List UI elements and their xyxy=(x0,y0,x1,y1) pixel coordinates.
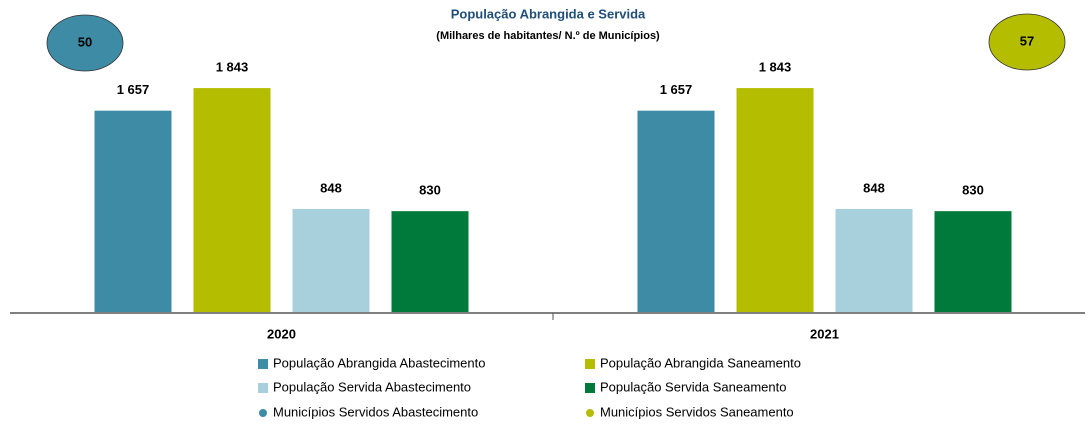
legend-label: Municípios Servidos Saneamento xyxy=(600,404,794,419)
legend-swatch xyxy=(259,409,267,417)
bar xyxy=(292,208,370,312)
marker-label: 50 xyxy=(78,34,92,49)
legend-label: Municípios Servidos Abastecimento xyxy=(273,404,478,419)
legend-swatch xyxy=(585,359,595,369)
bar xyxy=(934,211,1012,312)
data-label: 830 xyxy=(962,183,984,198)
marker-label: 57 xyxy=(1020,33,1034,48)
legend-swatch xyxy=(586,409,594,417)
legend-swatch xyxy=(585,383,595,393)
legend-label: População Servida Abastecimento xyxy=(273,379,471,394)
legend-label: População Abrangida Abastecimento xyxy=(273,355,486,370)
legend-swatch xyxy=(258,359,268,369)
data-label: 1 657 xyxy=(660,82,693,97)
bar xyxy=(637,110,715,312)
bar xyxy=(193,88,271,312)
data-label: 1 657 xyxy=(117,82,150,97)
x-tick-label: 2021 xyxy=(810,326,839,341)
chart-subtitle: (Milhares de habitantes/ N.º de Municípi… xyxy=(436,30,660,42)
chart-title: População Abrangida e Servida xyxy=(451,6,646,21)
marker-bubble xyxy=(988,13,1066,71)
bar xyxy=(835,208,913,312)
data-label: 848 xyxy=(320,180,342,195)
bar xyxy=(94,110,172,312)
data-label: 848 xyxy=(863,180,885,195)
marker-bubble xyxy=(46,14,124,72)
x-tick-label: 2020 xyxy=(267,326,296,341)
data-label: 1 843 xyxy=(216,60,249,75)
legend-swatch xyxy=(258,383,268,393)
legend-label: População Abrangida Saneamento xyxy=(600,355,801,370)
bar xyxy=(391,211,469,312)
data-label: 830 xyxy=(419,183,441,198)
legend-label: População Servida Saneamento xyxy=(600,379,786,394)
data-label: 1 843 xyxy=(759,60,792,75)
bar xyxy=(736,88,814,312)
